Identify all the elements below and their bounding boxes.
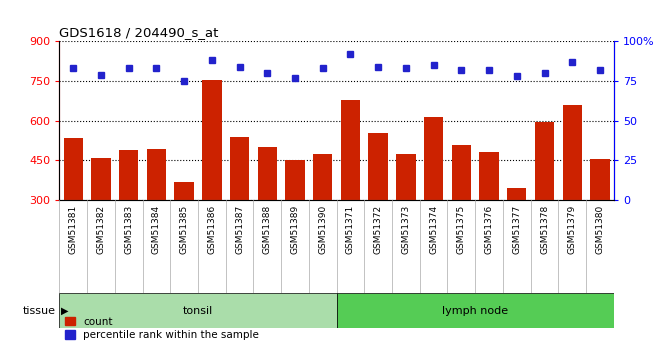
Text: GSM51378: GSM51378 — [540, 205, 549, 254]
Text: GSM51384: GSM51384 — [152, 205, 161, 254]
Bar — [91, 158, 111, 200]
Legend: count, percentile rank within the sample: count, percentile rank within the sample — [65, 317, 259, 340]
Bar — [424, 117, 444, 200]
Bar — [368, 132, 388, 200]
Bar — [230, 137, 249, 200]
Bar — [147, 148, 166, 200]
Bar — [285, 160, 305, 200]
Text: GSM51387: GSM51387 — [235, 205, 244, 254]
Text: ▶: ▶ — [61, 306, 68, 315]
Bar — [535, 122, 554, 200]
Text: GSM51389: GSM51389 — [290, 205, 300, 254]
Text: tonsil: tonsil — [183, 306, 213, 315]
Bar — [341, 100, 360, 200]
Bar — [562, 105, 582, 200]
Bar — [479, 152, 499, 200]
Text: GSM51377: GSM51377 — [512, 205, 521, 254]
Text: GSM51388: GSM51388 — [263, 205, 272, 254]
Bar — [590, 159, 610, 200]
Text: GSM51386: GSM51386 — [207, 205, 216, 254]
Text: lymph node: lymph node — [442, 306, 508, 315]
Bar — [257, 147, 277, 200]
Bar — [202, 80, 222, 200]
Bar — [174, 181, 194, 200]
Text: GSM51374: GSM51374 — [429, 205, 438, 254]
Text: GSM51372: GSM51372 — [374, 205, 383, 254]
Text: GSM51379: GSM51379 — [568, 205, 577, 254]
Text: GSM51390: GSM51390 — [318, 205, 327, 254]
Text: GSM51381: GSM51381 — [69, 205, 78, 254]
Text: GSM51385: GSM51385 — [180, 205, 189, 254]
Bar — [63, 138, 83, 200]
Bar — [396, 154, 416, 200]
Text: GSM51382: GSM51382 — [96, 205, 106, 254]
Text: GSM51376: GSM51376 — [484, 205, 494, 254]
Bar — [451, 145, 471, 200]
Bar — [59, 293, 337, 328]
Text: GSM51380: GSM51380 — [595, 205, 605, 254]
Text: tissue: tissue — [23, 306, 56, 315]
Text: GSM51371: GSM51371 — [346, 205, 355, 254]
Text: GSM51383: GSM51383 — [124, 205, 133, 254]
Bar — [119, 150, 139, 200]
Text: GDS1618 / 204490_s_at: GDS1618 / 204490_s_at — [59, 26, 218, 39]
Bar — [507, 188, 527, 200]
Text: GSM51373: GSM51373 — [401, 205, 411, 254]
Text: GSM51375: GSM51375 — [457, 205, 466, 254]
Bar — [313, 154, 333, 200]
Bar — [337, 293, 614, 328]
